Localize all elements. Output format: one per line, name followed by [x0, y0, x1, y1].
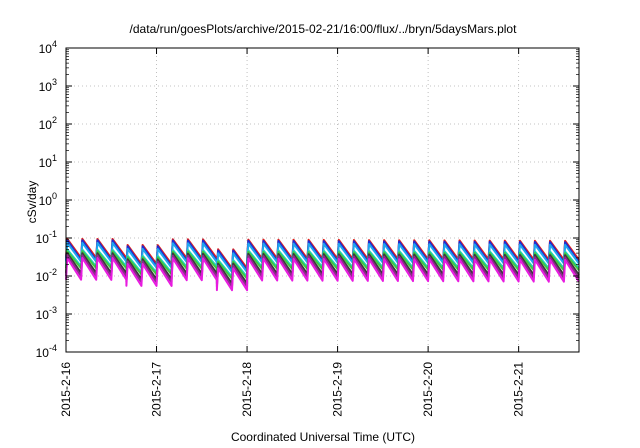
y-tick-label: 100	[39, 191, 57, 208]
y-tick-label: 101	[39, 153, 57, 170]
x-tick-label: 2015-2-18	[240, 362, 254, 417]
chart-title: /data/run/goesPlots/archive/2015-02-21/1…	[130, 22, 518, 36]
x-axis-label: Coordinated Universal Time (UTC)	[231, 430, 415, 444]
series-line	[65, 256, 580, 292]
grid	[66, 48, 579, 352]
y-tick-label: 10-3	[36, 305, 57, 322]
x-tick-label: 2015-2-16	[59, 362, 73, 417]
x-axis: 2015-2-16 2015-2-17 2015-2-18 2015-2-19 2015…	[59, 48, 526, 417]
x-tick-label: 2015-2-21	[512, 362, 526, 417]
y-tick-label: 102	[39, 115, 57, 132]
y-tick-label: 10-1	[36, 229, 57, 246]
y-axis-label: cSv/day	[25, 181, 39, 224]
x-tick-label: 2015-2-17	[150, 362, 164, 417]
y-axis: 10-4 10-3 10-2 10-1 100 101 102 103 104	[36, 39, 579, 360]
y-tick-label: 104	[39, 39, 57, 56]
y-tick-label: 10-4	[36, 343, 57, 360]
series-group	[65, 237, 580, 292]
y-tick-label: 10-2	[36, 267, 57, 284]
x-tick-label: 2015-2-20	[421, 362, 435, 417]
x-tick-label: 2015-2-19	[331, 362, 345, 417]
y-tick-label: 103	[39, 77, 57, 94]
